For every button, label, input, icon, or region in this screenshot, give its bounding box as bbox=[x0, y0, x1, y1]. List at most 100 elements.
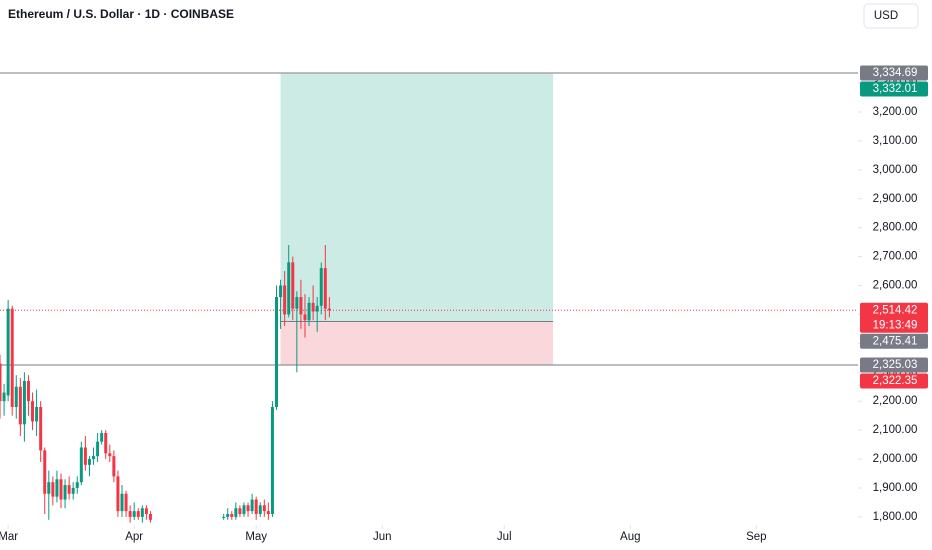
candle-body bbox=[55, 479, 59, 497]
x-tick-label: Jul bbox=[497, 531, 512, 543]
candle-body bbox=[92, 456, 96, 460]
candle-body bbox=[303, 314, 307, 321]
candle-body bbox=[104, 433, 108, 454]
candle-body bbox=[59, 479, 63, 500]
loss-zone bbox=[280, 321, 554, 366]
candle-body bbox=[287, 262, 291, 315]
candle-body bbox=[6, 308, 10, 396]
candle-body bbox=[242, 505, 246, 515]
candle-body bbox=[18, 386, 22, 425]
y-tick-label: 1,800.00 bbox=[873, 511, 918, 523]
price-label-box bbox=[860, 81, 928, 97]
y-tick-label: 3,000.00 bbox=[873, 164, 918, 176]
candle-body bbox=[270, 406, 274, 515]
plot-area bbox=[0, 72, 858, 523]
candle-body bbox=[108, 453, 112, 457]
candle-body bbox=[0, 363, 2, 402]
candle-body bbox=[238, 508, 242, 515]
x-tick-label: Aug bbox=[620, 531, 640, 543]
candle-body bbox=[71, 487, 75, 494]
candle-body bbox=[51, 482, 55, 497]
candle-body bbox=[262, 505, 266, 512]
candle-body bbox=[39, 406, 43, 451]
candle-body bbox=[258, 505, 262, 515]
price-label: 3,332.01 bbox=[873, 83, 918, 95]
y-tick-label: 2,900.00 bbox=[873, 193, 918, 205]
candle-body bbox=[10, 308, 14, 407]
x-tick-label: Sep bbox=[746, 531, 766, 543]
candle-body bbox=[83, 447, 87, 465]
x-tick-label: May bbox=[245, 531, 267, 543]
price-label: 2,322.35 bbox=[873, 375, 918, 387]
candle-body bbox=[275, 297, 279, 407]
x-tick-label: Mar bbox=[0, 531, 18, 543]
candle-body bbox=[222, 516, 226, 518]
y-tick-label: 3,200.00 bbox=[873, 106, 918, 118]
candle-body bbox=[120, 493, 124, 512]
candle-body bbox=[246, 505, 250, 512]
candle-body bbox=[2, 392, 6, 402]
currency[interactable]: USD bbox=[874, 10, 898, 22]
candle-body bbox=[63, 485, 67, 500]
candle-body bbox=[35, 406, 39, 422]
candle-body bbox=[291, 262, 295, 309]
candle-body bbox=[124, 493, 128, 512]
candle-body bbox=[279, 285, 283, 298]
y-tick-label: 2,000.00 bbox=[873, 453, 918, 465]
candle-body bbox=[323, 268, 327, 309]
candle-body bbox=[250, 499, 254, 512]
candle-body bbox=[311, 302, 315, 312]
candle-body bbox=[307, 302, 311, 321]
candle-body bbox=[315, 305, 319, 312]
y-tick-label: 1,900.00 bbox=[873, 482, 918, 494]
candle-body bbox=[96, 441, 100, 457]
y-tick-label: 2,600.00 bbox=[873, 280, 918, 292]
currency-button[interactable] bbox=[863, 3, 919, 29]
candle-body bbox=[67, 485, 71, 494]
candle-body bbox=[26, 380, 30, 402]
candle-body bbox=[87, 459, 91, 465]
candle-body bbox=[47, 482, 51, 494]
candle-body bbox=[100, 433, 104, 442]
x-tick-label: Apr bbox=[125, 531, 143, 543]
x-tick-label: Jun bbox=[373, 531, 392, 543]
y-tick-label: 2,200.00 bbox=[873, 395, 918, 407]
y-tick-label: 2,800.00 bbox=[873, 222, 918, 234]
candle-body bbox=[43, 450, 47, 494]
price-label: 3,334.69 bbox=[873, 67, 918, 79]
candle-body bbox=[226, 514, 230, 517]
candle-body bbox=[283, 285, 287, 315]
candle-body bbox=[299, 297, 303, 315]
y-tick-label: 2,100.00 bbox=[873, 424, 918, 436]
price-label-box bbox=[860, 65, 928, 81]
candle-body bbox=[128, 511, 132, 517]
candle-body bbox=[266, 511, 270, 515]
y-tick-label: 3,100.00 bbox=[873, 135, 918, 147]
price-label: 2,514.42 bbox=[873, 304, 918, 316]
candle-body bbox=[79, 447, 83, 483]
candle-body bbox=[148, 514, 152, 520]
chart-title: Ethereum / U.S. Dollar · 1D · COINBASE bbox=[8, 7, 234, 21]
candle-body bbox=[132, 511, 136, 517]
price-label-box bbox=[860, 357, 928, 373]
candle-body bbox=[295, 297, 299, 309]
candle-body bbox=[234, 508, 238, 517]
candle-body bbox=[112, 456, 116, 477]
candle-body bbox=[75, 482, 79, 488]
candle-body bbox=[230, 514, 234, 517]
price-label-box bbox=[860, 333, 928, 349]
countdown: 19:13:49 bbox=[873, 319, 918, 331]
candle-body bbox=[116, 476, 120, 512]
candle-body bbox=[140, 508, 144, 517]
price-label: 2,475.41 bbox=[873, 335, 918, 347]
candle-body bbox=[14, 386, 18, 407]
price-label-box bbox=[860, 302, 928, 333]
candle-body bbox=[31, 401, 35, 422]
candle-body bbox=[22, 380, 26, 425]
candle-body bbox=[319, 268, 323, 306]
candle-body bbox=[144, 508, 148, 515]
candle-body bbox=[327, 308, 331, 311]
candle-body bbox=[254, 499, 258, 515]
y-tick-label: 2,700.00 bbox=[873, 251, 918, 263]
